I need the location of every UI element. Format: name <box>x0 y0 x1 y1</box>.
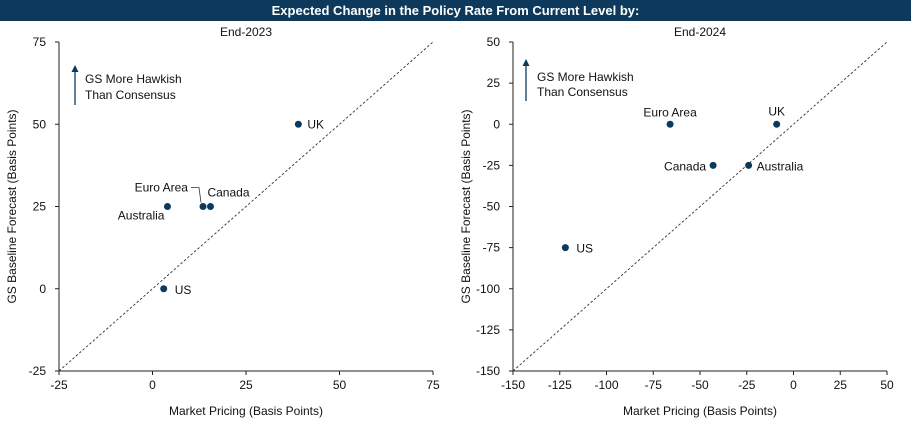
data-point-australia[interactable] <box>745 161 753 169</box>
y-tick-label: -50 <box>483 200 501 214</box>
x-tick-label: 25 <box>834 378 848 392</box>
point-label-uk: UK <box>768 104 785 118</box>
y-tick-label: 0 <box>493 117 500 131</box>
chart-title: End-2023 <box>220 25 272 39</box>
point-label-us: US <box>576 242 593 256</box>
y-tick-label: -150 <box>476 364 500 378</box>
x-tick-label: -75 <box>645 378 663 392</box>
point-label-euro-area: Euro Area <box>135 181 189 195</box>
point-label-canada: Canada <box>207 186 249 200</box>
annotation-line-2: Than Consensus <box>537 85 628 99</box>
x-tick-label: -25 <box>50 378 68 392</box>
leader-line-euro-area <box>190 187 202 203</box>
figure-title: Expected Change in the Policy Rate From … <box>0 0 911 21</box>
annotation-line-1: GS More Hawkish <box>85 72 182 86</box>
y-axis-label: GS Baseline Forecast (Basis Points) <box>459 109 473 303</box>
y-tick-label: -100 <box>476 282 500 296</box>
chart-end-2023: -25 0 25 50 75 -25 0 25 50 75 End-2023 Market Prici… <box>5 25 440 418</box>
x-tick-label: 50 <box>333 378 347 392</box>
x-tick-label: -125 <box>548 378 572 392</box>
x-tick-label: 75 <box>426 378 440 392</box>
point-label-australia: Australia <box>757 159 804 173</box>
x-tick-label: -50 <box>691 378 709 392</box>
hawkish-arrow-icon <box>522 59 530 66</box>
point-label-euro-area: Euro Area <box>643 105 697 119</box>
data-point-uk[interactable] <box>294 120 302 128</box>
x-tick-label: 50 <box>880 378 894 392</box>
data-point-euro-area[interactable] <box>199 203 207 210</box>
y-tick-label: 50 <box>487 35 501 49</box>
x-tick-label: -25 <box>738 378 756 392</box>
y-tick-label: 25 <box>487 76 501 90</box>
x-axis-label: Market Pricing (Basis Points) <box>623 404 777 418</box>
point-label-us: US <box>175 283 192 297</box>
x-tick-label: -100 <box>594 378 618 392</box>
y-tick-label: 50 <box>33 117 47 131</box>
y-tick-label: -25 <box>483 158 501 172</box>
annotation-line-1: GS More Hawkish <box>537 70 634 84</box>
data-point-us[interactable] <box>160 285 168 293</box>
data-point-us[interactable] <box>561 244 569 252</box>
point-label-australia: Australia <box>118 209 165 223</box>
data-point-canada[interactable] <box>206 203 214 210</box>
chart-title: End-2024 <box>674 25 726 39</box>
x-tick-label: 0 <box>790 378 797 392</box>
y-tick-label: 0 <box>39 282 46 296</box>
data-point-australia[interactable] <box>163 203 171 210</box>
x-tick-label: 0 <box>149 378 156 392</box>
hawkish-arrow-icon <box>71 65 79 72</box>
y-tick-label: 25 <box>33 200 47 214</box>
point-label-canada: Canada <box>664 159 706 173</box>
data-point-canada[interactable] <box>709 161 717 169</box>
parity-diagonal-line <box>58 41 434 372</box>
point-label-uk: UK <box>307 117 324 131</box>
parity-diagonal-line <box>512 41 888 372</box>
y-axis-label: GS Baseline Forecast (Basis Points) <box>5 109 19 303</box>
annotation-line-2: Than Consensus <box>85 88 176 102</box>
x-axis-label: Market Pricing (Basis Points) <box>169 404 323 418</box>
y-tick-label: 75 <box>33 35 47 49</box>
data-point-uk[interactable] <box>773 120 781 128</box>
x-tick-label: 25 <box>239 378 253 392</box>
data-point-euro-area[interactable] <box>666 120 674 128</box>
y-tick-label: -25 <box>29 364 47 378</box>
y-tick-label: -75 <box>483 241 501 255</box>
x-tick-label: -150 <box>501 378 525 392</box>
charts-canvas: -25 0 25 50 75 -25 0 25 50 75 End-2023 Market Prici… <box>5 25 894 418</box>
y-tick-label: -125 <box>476 323 500 337</box>
chart-end-2024: -150 -125 -100 -75 -50 -25 0 25 50 -150 -125 -100 -7… <box>459 25 894 418</box>
